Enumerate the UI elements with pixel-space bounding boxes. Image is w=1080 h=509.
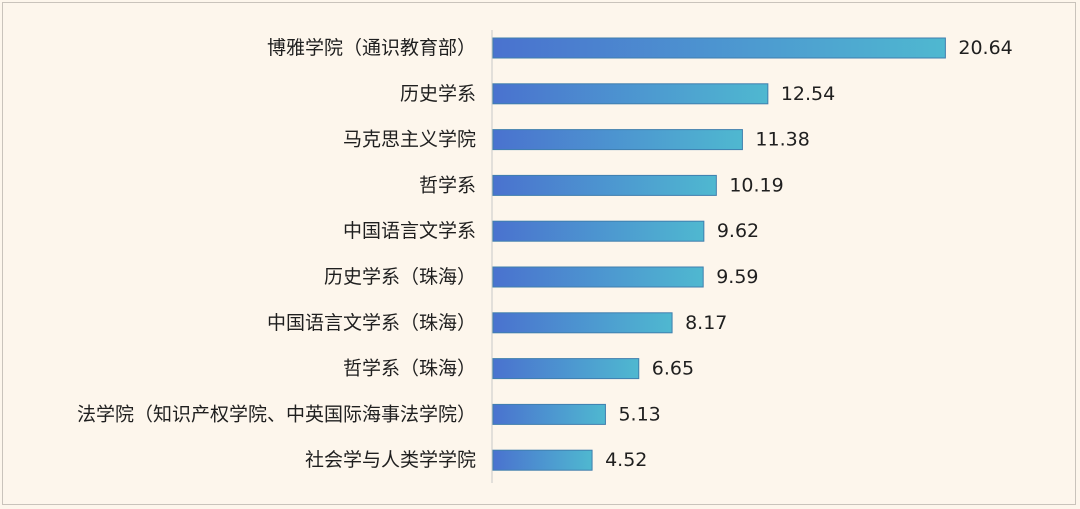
bar — [492, 37, 946, 59]
category-label: 社会学与人类学学院 — [305, 449, 476, 471]
category-label: 中国语言文学系 — [343, 220, 476, 242]
bar — [492, 266, 704, 288]
bar — [492, 83, 769, 105]
category-label: 哲学系（珠海） — [343, 358, 476, 380]
category-label: 历史学系 — [400, 83, 476, 105]
category-label: 马克思主义学院 — [343, 129, 476, 151]
bar-chart: 博雅学院（通识教育部） 20.64 历史学系 12.54 马克思主义学院 11.38 哲学系… — [77, 30, 1013, 483]
data-label: 10.19 — [729, 174, 783, 196]
data-label: 20.64 — [958, 37, 1012, 59]
category-label: 哲学系 — [419, 174, 476, 196]
data-label: 4.52 — [605, 449, 647, 471]
category-label: 中国语言文学系（珠海） — [267, 312, 476, 334]
bar — [492, 312, 673, 334]
data-label: 9.62 — [717, 220, 759, 242]
category-label: 历史学系（珠海） — [324, 266, 476, 288]
bar — [492, 129, 743, 151]
bar — [492, 449, 593, 471]
bar — [492, 174, 717, 196]
data-label: 8.17 — [685, 312, 727, 334]
data-label: 6.65 — [652, 358, 694, 380]
bar — [492, 358, 640, 380]
category-label: 博雅学院（通识教育部） — [267, 37, 476, 59]
category-label: 法学院（知识产权学院、中英国际海事法学院） — [77, 403, 476, 425]
data-label: 12.54 — [781, 83, 835, 105]
bar — [492, 403, 606, 425]
data-label: 11.38 — [755, 129, 809, 151]
data-label: 9.59 — [716, 266, 758, 288]
data-label: 5.13 — [618, 403, 660, 425]
bar — [492, 220, 705, 242]
